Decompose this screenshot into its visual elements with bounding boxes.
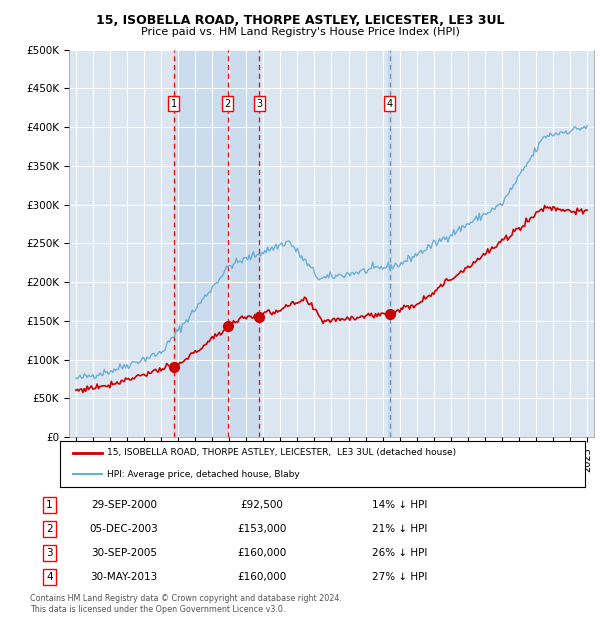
Text: £153,000: £153,000 bbox=[237, 524, 287, 534]
Text: 3: 3 bbox=[256, 99, 262, 109]
Text: 2: 2 bbox=[225, 99, 231, 109]
Text: 1: 1 bbox=[46, 500, 53, 510]
Text: 30-MAY-2013: 30-MAY-2013 bbox=[90, 572, 157, 582]
Text: 1: 1 bbox=[171, 99, 177, 109]
Text: 29-SEP-2000: 29-SEP-2000 bbox=[91, 500, 157, 510]
Text: 21% ↓ HPI: 21% ↓ HPI bbox=[372, 524, 428, 534]
Text: HPI: Average price, detached house, Blaby: HPI: Average price, detached house, Blab… bbox=[107, 469, 300, 479]
Text: 14% ↓ HPI: 14% ↓ HPI bbox=[372, 500, 428, 510]
Text: £92,500: £92,500 bbox=[241, 500, 283, 510]
Text: 15, ISOBELLA ROAD, THORPE ASTLEY, LEICESTER, LE3 3UL: 15, ISOBELLA ROAD, THORPE ASTLEY, LEICES… bbox=[96, 14, 504, 27]
Text: 15, ISOBELLA ROAD, THORPE ASTLEY, LEICESTER,  LE3 3UL (detached house): 15, ISOBELLA ROAD, THORPE ASTLEY, LEICES… bbox=[107, 448, 457, 458]
Text: 26% ↓ HPI: 26% ↓ HPI bbox=[372, 548, 428, 558]
Bar bbox=[388, 50, 391, 437]
Text: £160,000: £160,000 bbox=[237, 572, 286, 582]
Text: 30-SEP-2005: 30-SEP-2005 bbox=[91, 548, 157, 558]
Text: 3: 3 bbox=[46, 548, 53, 558]
Text: 05-DEC-2003: 05-DEC-2003 bbox=[89, 524, 158, 534]
Text: 27% ↓ HPI: 27% ↓ HPI bbox=[372, 572, 428, 582]
Bar bbox=[174, 50, 259, 437]
Text: 2: 2 bbox=[46, 524, 53, 534]
Text: This data is licensed under the Open Government Licence v3.0.: This data is licensed under the Open Gov… bbox=[30, 605, 286, 614]
Text: Price paid vs. HM Land Registry's House Price Index (HPI): Price paid vs. HM Land Registry's House … bbox=[140, 27, 460, 37]
Text: 4: 4 bbox=[387, 99, 393, 109]
Text: £160,000: £160,000 bbox=[237, 548, 286, 558]
Text: Contains HM Land Registry data © Crown copyright and database right 2024.: Contains HM Land Registry data © Crown c… bbox=[30, 595, 342, 603]
Text: 4: 4 bbox=[46, 572, 53, 582]
